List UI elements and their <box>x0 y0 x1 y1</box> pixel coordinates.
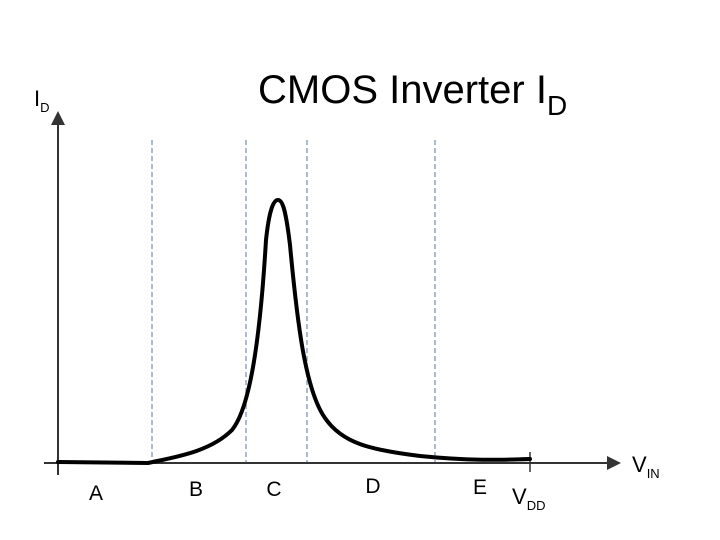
id-curve <box>56 198 532 465</box>
y-axis-label-main: I <box>34 86 41 111</box>
vdd-label-main: V <box>512 484 527 509</box>
x-axis-label-main: V <box>632 452 647 477</box>
x-axis-label-subscript: IN <box>646 466 660 481</box>
chart-title-main: CMOS Inverter I <box>258 68 547 112</box>
y-axis-label-subscript: D <box>40 100 50 115</box>
region-label-a: A <box>88 482 103 505</box>
y-axis-label: ID <box>34 86 50 115</box>
chart-title-subscript: D <box>546 90 568 121</box>
vdd-label-subscript: DD <box>526 498 546 513</box>
region-label-b: B <box>188 478 203 501</box>
vdd-label: VDD <box>512 484 545 513</box>
region-label-e: E <box>472 476 487 499</box>
chart-title: CMOS Inverter ID <box>258 68 567 120</box>
region-label-d: D <box>365 475 381 498</box>
x-axis-label: VIN <box>632 452 660 481</box>
region-label-c: C <box>266 478 282 501</box>
